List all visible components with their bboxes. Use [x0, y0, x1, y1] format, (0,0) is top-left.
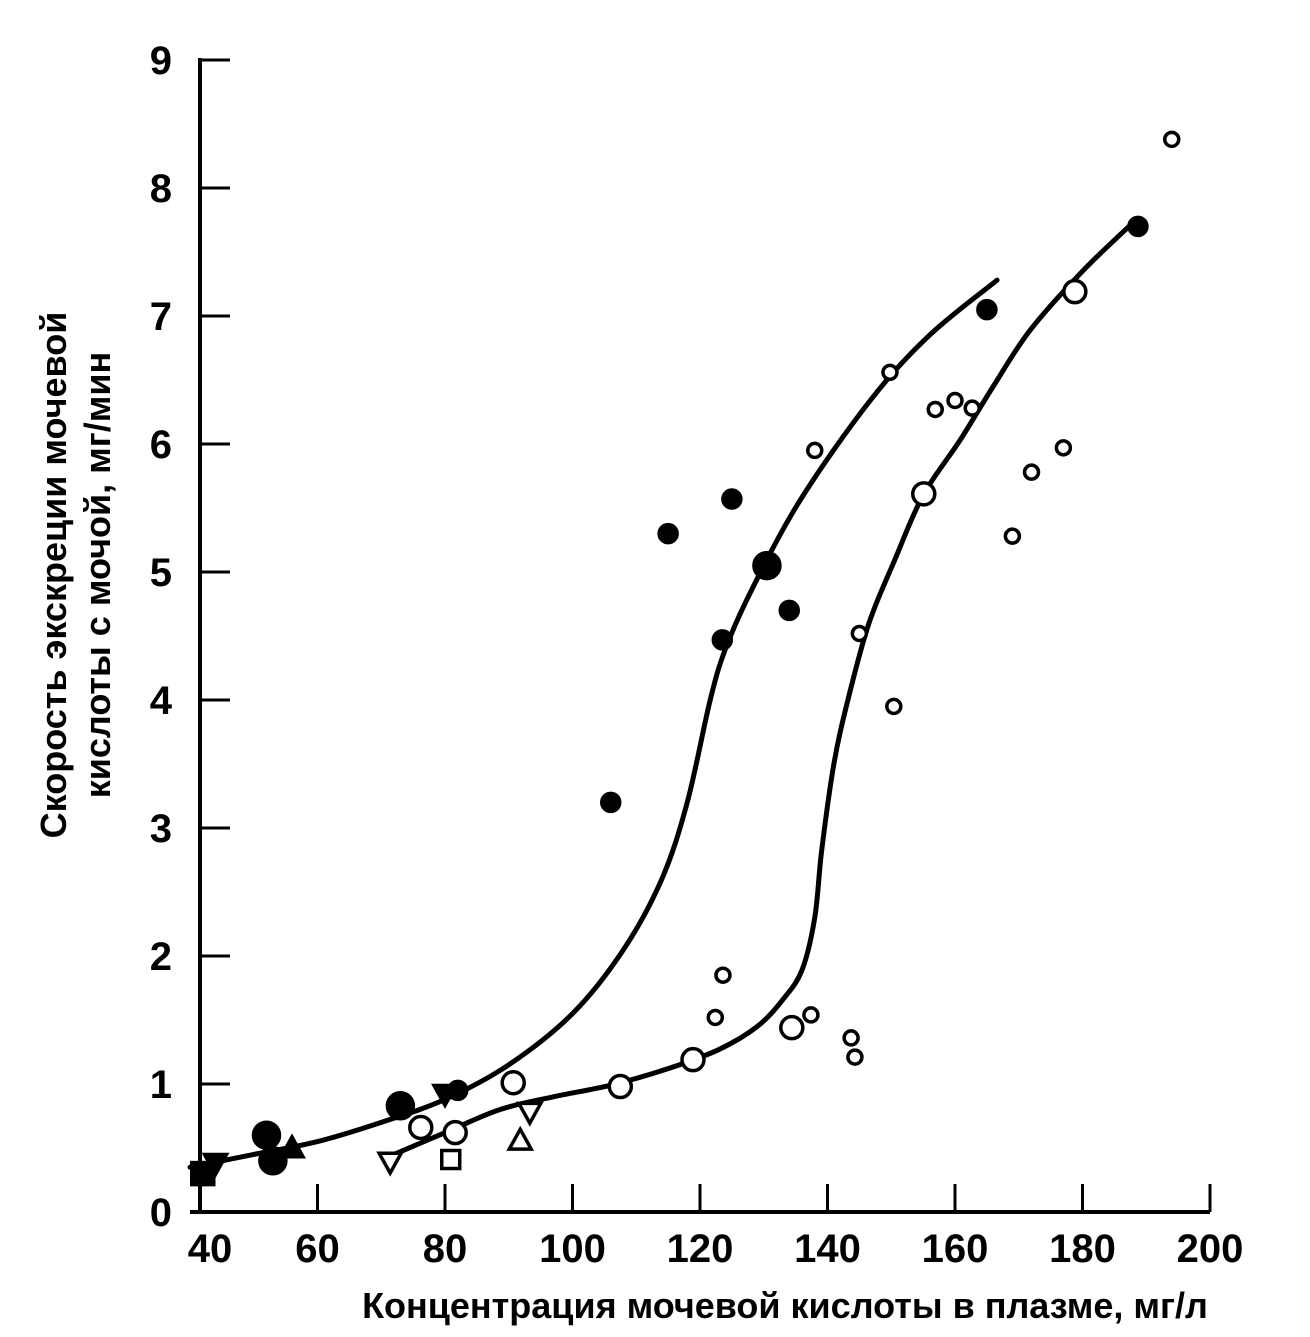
open-circle-large-point — [911, 481, 937, 507]
open-circle-point — [1163, 130, 1181, 149]
y-tick-label: 9 — [150, 39, 172, 83]
open-circle-point — [946, 391, 964, 410]
open-circle-large-point — [408, 1114, 434, 1141]
filled-circle-point — [600, 791, 622, 814]
filled-circle-large-point — [251, 1120, 282, 1150]
filled-triangle-up-point — [278, 1133, 306, 1159]
x-tick-label: 100 — [539, 1227, 606, 1271]
x-tick-label: 200 — [1177, 1227, 1244, 1271]
fitted-curve — [187, 277, 1000, 1170]
x-tick-label: 160 — [922, 1227, 989, 1271]
y-tick-label: 4 — [150, 679, 173, 723]
x-tick-label: 180 — [1049, 1227, 1116, 1271]
y-tick-label: 1 — [150, 1063, 172, 1107]
open-circle-point — [963, 399, 981, 417]
open-circle-point — [842, 1029, 860, 1047]
open-triangle-down-point — [376, 1151, 405, 1177]
filled-circle-point — [711, 629, 734, 651]
y-tick-label: 6 — [150, 423, 172, 467]
open-circle-large-point — [500, 1069, 526, 1096]
open-square-point — [439, 1148, 462, 1171]
filled-circle-point — [1127, 215, 1149, 238]
open-circle-large-point — [442, 1119, 468, 1146]
open-circle-point — [885, 697, 903, 716]
y-tick-label: 2 — [150, 935, 172, 979]
filled-circle-point — [447, 1079, 469, 1102]
x-tick-label: 80 — [423, 1227, 468, 1271]
x-tick-label: 60 — [295, 1227, 340, 1271]
y-axis-title-line2: кислоты с мочой, мг/мин — [77, 352, 118, 798]
y-tick-label: 5 — [150, 551, 172, 595]
y-tick-label: 7 — [150, 295, 172, 339]
open-circle-large-point — [680, 1046, 706, 1073]
open-circle-large-point — [779, 1014, 805, 1041]
filled-circle-point — [976, 298, 998, 321]
data-points — [190, 130, 1181, 1187]
open-circle-point — [806, 441, 824, 460]
open-circle-large-point — [607, 1073, 634, 1100]
filled-circle-large-point — [258, 1146, 288, 1176]
filled-circle-point — [778, 599, 800, 622]
axes: 0 1 2 3 4 5 6 7 8 9 40 60 80 100 120 140 160 180 200 — [150, 39, 1244, 1271]
x-tick-label: 40 — [188, 1227, 233, 1271]
open-circle-point — [714, 966, 732, 984]
open-circle-point — [1022, 463, 1041, 481]
fitted-curves — [187, 222, 1133, 1170]
filled-circle-large-point — [385, 1091, 416, 1121]
open-triangle-up-point — [506, 1125, 535, 1151]
filled-circle-large-point — [752, 550, 782, 581]
fitted-curve — [391, 222, 1133, 1157]
open-circle-point — [1003, 527, 1022, 545]
open-circle-point — [926, 400, 944, 419]
y-axis-title-line1: Скорость экскреции мочевой — [33, 312, 74, 839]
open-circle-point — [850, 624, 869, 643]
open-circle-point — [881, 363, 899, 382]
y-tick-label: 0 — [150, 1191, 172, 1235]
filled-circle-point — [721, 488, 743, 510]
open-circle-large-point — [1062, 278, 1088, 305]
y-tick-label: 8 — [150, 167, 172, 211]
x-tick-label: 140 — [794, 1227, 861, 1271]
filled-circle-point — [657, 522, 679, 545]
open-circle-point — [802, 1006, 820, 1024]
open-circle-point — [846, 1048, 864, 1066]
filled-triangle-down-point — [201, 1152, 230, 1178]
open-triangle-down-point — [515, 1101, 544, 1127]
open-circle-point — [1054, 439, 1073, 457]
x-tick-label: 120 — [667, 1227, 734, 1271]
y-tick-label: 3 — [150, 807, 172, 851]
open-circle-point — [706, 1008, 725, 1027]
x-axis-title: Концентрация мочевой кислоты в плазме, м… — [362, 1285, 1208, 1326]
